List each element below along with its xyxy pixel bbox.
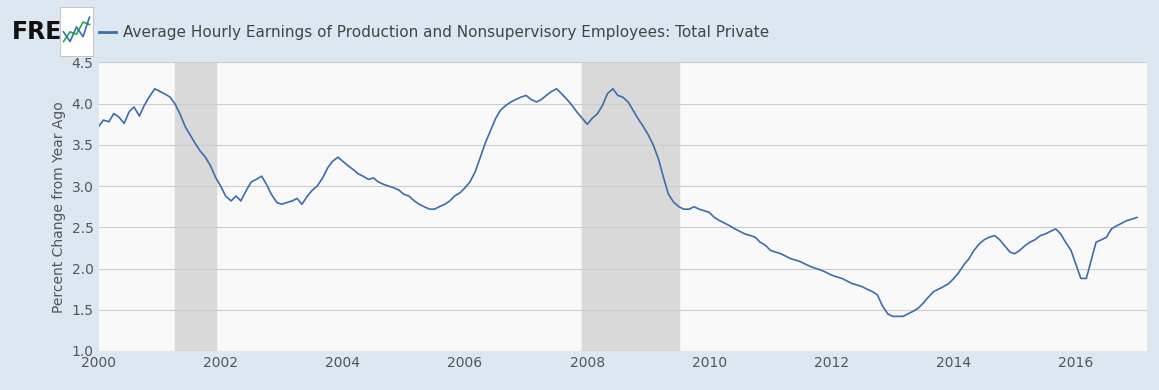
Text: Average Hourly Earnings of Production and Nonsupervisory Employees: Total Privat: Average Hourly Earnings of Production an… (123, 25, 770, 40)
Text: FRED: FRED (12, 20, 81, 44)
Bar (175, 62, 216, 351)
Y-axis label: Percent Change from Year Ago: Percent Change from Year Ago (52, 101, 66, 312)
Bar (582, 62, 679, 351)
